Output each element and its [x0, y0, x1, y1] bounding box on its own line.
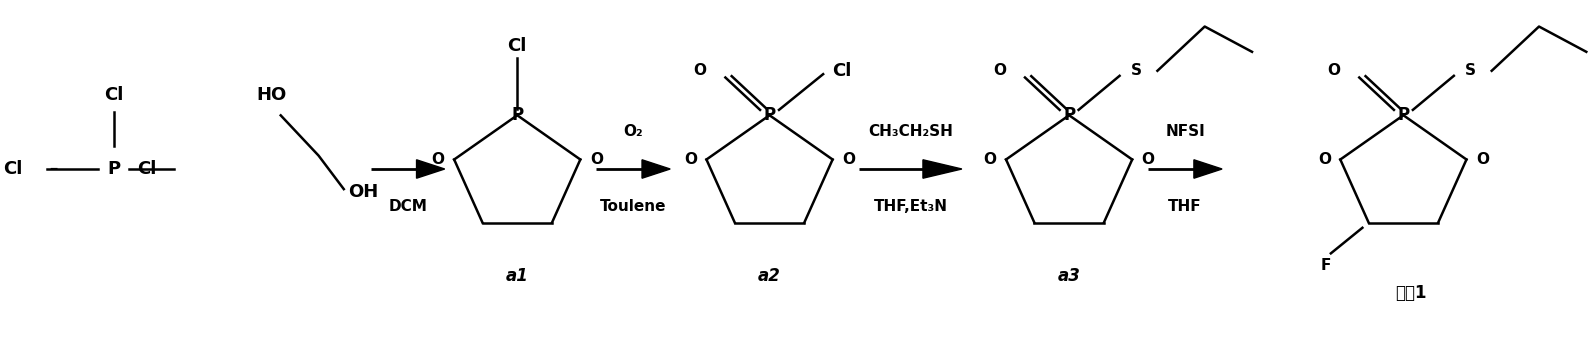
Text: O: O — [684, 152, 697, 167]
Text: 化劘1: 化劘1 — [1395, 284, 1427, 302]
Text: O: O — [842, 152, 854, 167]
Text: O: O — [1476, 152, 1489, 167]
Text: Cl: Cl — [3, 160, 22, 178]
Text: CH₃CH₂SH: CH₃CH₂SH — [869, 124, 953, 139]
Text: THF: THF — [1168, 199, 1202, 214]
Text: –: – — [49, 158, 57, 176]
Text: P: P — [512, 106, 523, 124]
Text: OH: OH — [349, 184, 379, 201]
Text: F: F — [1321, 258, 1331, 273]
Text: O: O — [693, 63, 706, 78]
Polygon shape — [642, 160, 669, 178]
Text: a3: a3 — [1058, 267, 1081, 285]
Text: O: O — [432, 152, 445, 167]
Text: a2: a2 — [759, 267, 781, 285]
Text: S: S — [1465, 63, 1476, 78]
Text: THF,Et₃N: THF,Et₃N — [874, 199, 948, 214]
Text: O: O — [1318, 152, 1331, 167]
Text: P: P — [764, 106, 776, 124]
Text: O: O — [1141, 152, 1154, 167]
Text: P: P — [1063, 106, 1076, 124]
Polygon shape — [923, 160, 961, 178]
Text: Cl: Cl — [832, 62, 851, 80]
Polygon shape — [416, 160, 445, 178]
Polygon shape — [1194, 160, 1223, 178]
Text: O: O — [590, 152, 603, 167]
Text: Cl: Cl — [507, 37, 528, 55]
Text: Cl: Cl — [104, 86, 123, 104]
Text: P: P — [107, 160, 120, 178]
Text: NFSI: NFSI — [1165, 124, 1205, 139]
Text: HO: HO — [257, 86, 287, 104]
Text: S: S — [1130, 63, 1141, 78]
Text: Toulene: Toulene — [599, 199, 666, 214]
Text: O: O — [993, 63, 1006, 78]
Text: O₂: O₂ — [623, 124, 642, 139]
Text: P: P — [1398, 106, 1409, 124]
Text: O: O — [1328, 63, 1341, 78]
Text: Cl: Cl — [137, 160, 156, 178]
Text: DCM: DCM — [389, 199, 427, 214]
Text: a1: a1 — [505, 267, 529, 285]
Text: O: O — [983, 152, 996, 167]
